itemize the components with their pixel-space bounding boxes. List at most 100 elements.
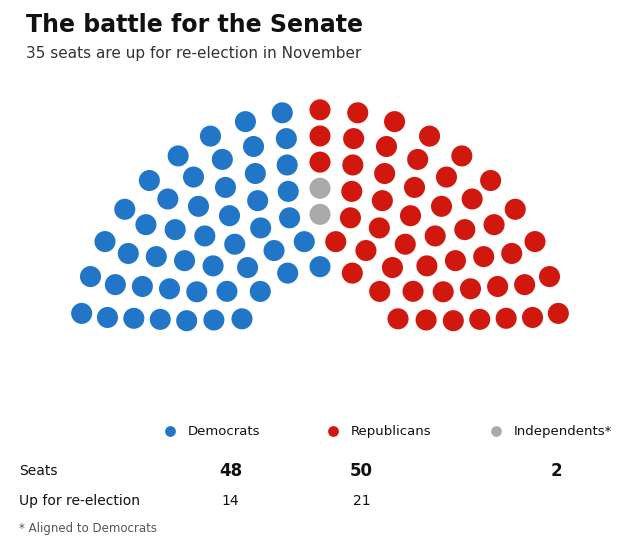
Point	[424, 132, 435, 140]
Point	[545, 272, 555, 281]
Point	[255, 224, 266, 232]
Text: Independents*: Independents*	[514, 425, 612, 438]
Point	[283, 187, 293, 196]
Point	[436, 202, 447, 211]
Point	[200, 232, 210, 240]
Point	[220, 183, 230, 192]
Point	[120, 205, 130, 213]
Point	[269, 246, 279, 255]
Point	[151, 252, 161, 261]
Point	[123, 249, 133, 258]
Point	[209, 316, 219, 324]
Point	[179, 256, 189, 265]
Point	[163, 195, 173, 203]
Point	[520, 280, 530, 289]
Point	[553, 309, 563, 318]
Point	[225, 211, 235, 220]
Point	[230, 240, 240, 249]
Point	[361, 246, 371, 255]
Text: Up for re-election: Up for re-election	[19, 494, 140, 508]
Point	[243, 263, 253, 272]
Point	[299, 237, 309, 246]
Point	[315, 132, 325, 140]
Point	[393, 315, 403, 323]
Point	[408, 287, 418, 296]
Text: 48: 48	[219, 461, 242, 480]
Point	[346, 213, 356, 222]
Point	[457, 152, 467, 160]
Point	[510, 205, 520, 213]
Point	[451, 256, 461, 265]
Point	[77, 309, 87, 318]
Point	[315, 263, 325, 271]
Text: 14: 14	[221, 494, 239, 508]
Point	[530, 237, 540, 246]
Point	[100, 237, 110, 246]
Point	[374, 287, 385, 296]
Point	[349, 135, 359, 143]
Point	[164, 285, 175, 293]
Point	[282, 269, 292, 278]
Point	[410, 183, 420, 192]
Point	[438, 287, 449, 296]
Point	[486, 176, 496, 185]
Point	[405, 211, 415, 220]
Point	[284, 213, 294, 222]
Point	[193, 202, 204, 211]
Point	[315, 210, 325, 219]
Point	[217, 155, 227, 163]
Point	[348, 269, 358, 278]
Point	[381, 142, 392, 151]
Point	[475, 315, 485, 324]
Point	[315, 184, 325, 192]
Point	[331, 237, 341, 246]
Point	[348, 161, 358, 169]
Text: 50: 50	[350, 461, 373, 480]
Point	[102, 313, 113, 322]
Point	[489, 220, 499, 229]
Point	[255, 287, 266, 296]
Point	[191, 287, 202, 296]
Point	[248, 142, 259, 151]
Text: * Aligned to Democrats: * Aligned to Democrats	[19, 522, 157, 535]
Point	[448, 316, 458, 325]
Point	[85, 272, 95, 281]
Point	[467, 195, 477, 203]
Point	[144, 176, 154, 185]
Text: 21: 21	[353, 494, 371, 508]
Point	[491, 427, 501, 436]
Point	[155, 315, 165, 324]
Point	[253, 196, 263, 205]
Point	[501, 314, 511, 323]
Point	[493, 282, 503, 291]
Text: 2: 2	[551, 461, 563, 480]
Point	[422, 262, 432, 270]
Text: Republicans: Republicans	[351, 425, 431, 438]
Point	[182, 316, 192, 325]
Point	[237, 315, 247, 323]
Point	[129, 314, 139, 323]
Text: The battle for the Senate: The battle for the Senate	[26, 13, 363, 38]
Point	[173, 152, 183, 160]
Point	[507, 249, 517, 258]
Point	[413, 155, 423, 163]
Point	[240, 117, 250, 126]
Point	[400, 240, 410, 249]
Point	[250, 169, 260, 178]
Point	[442, 173, 452, 181]
Point	[380, 169, 390, 178]
Point	[347, 187, 357, 196]
Point	[353, 108, 363, 117]
Point	[527, 313, 538, 322]
Point	[137, 282, 147, 291]
Point	[315, 106, 325, 114]
Point	[164, 427, 175, 436]
Point	[479, 252, 489, 261]
Point	[205, 132, 216, 140]
Point	[377, 196, 387, 205]
Point	[188, 173, 198, 181]
Point	[430, 232, 440, 240]
Point	[390, 117, 400, 126]
Point	[141, 220, 151, 229]
Point	[387, 263, 397, 272]
